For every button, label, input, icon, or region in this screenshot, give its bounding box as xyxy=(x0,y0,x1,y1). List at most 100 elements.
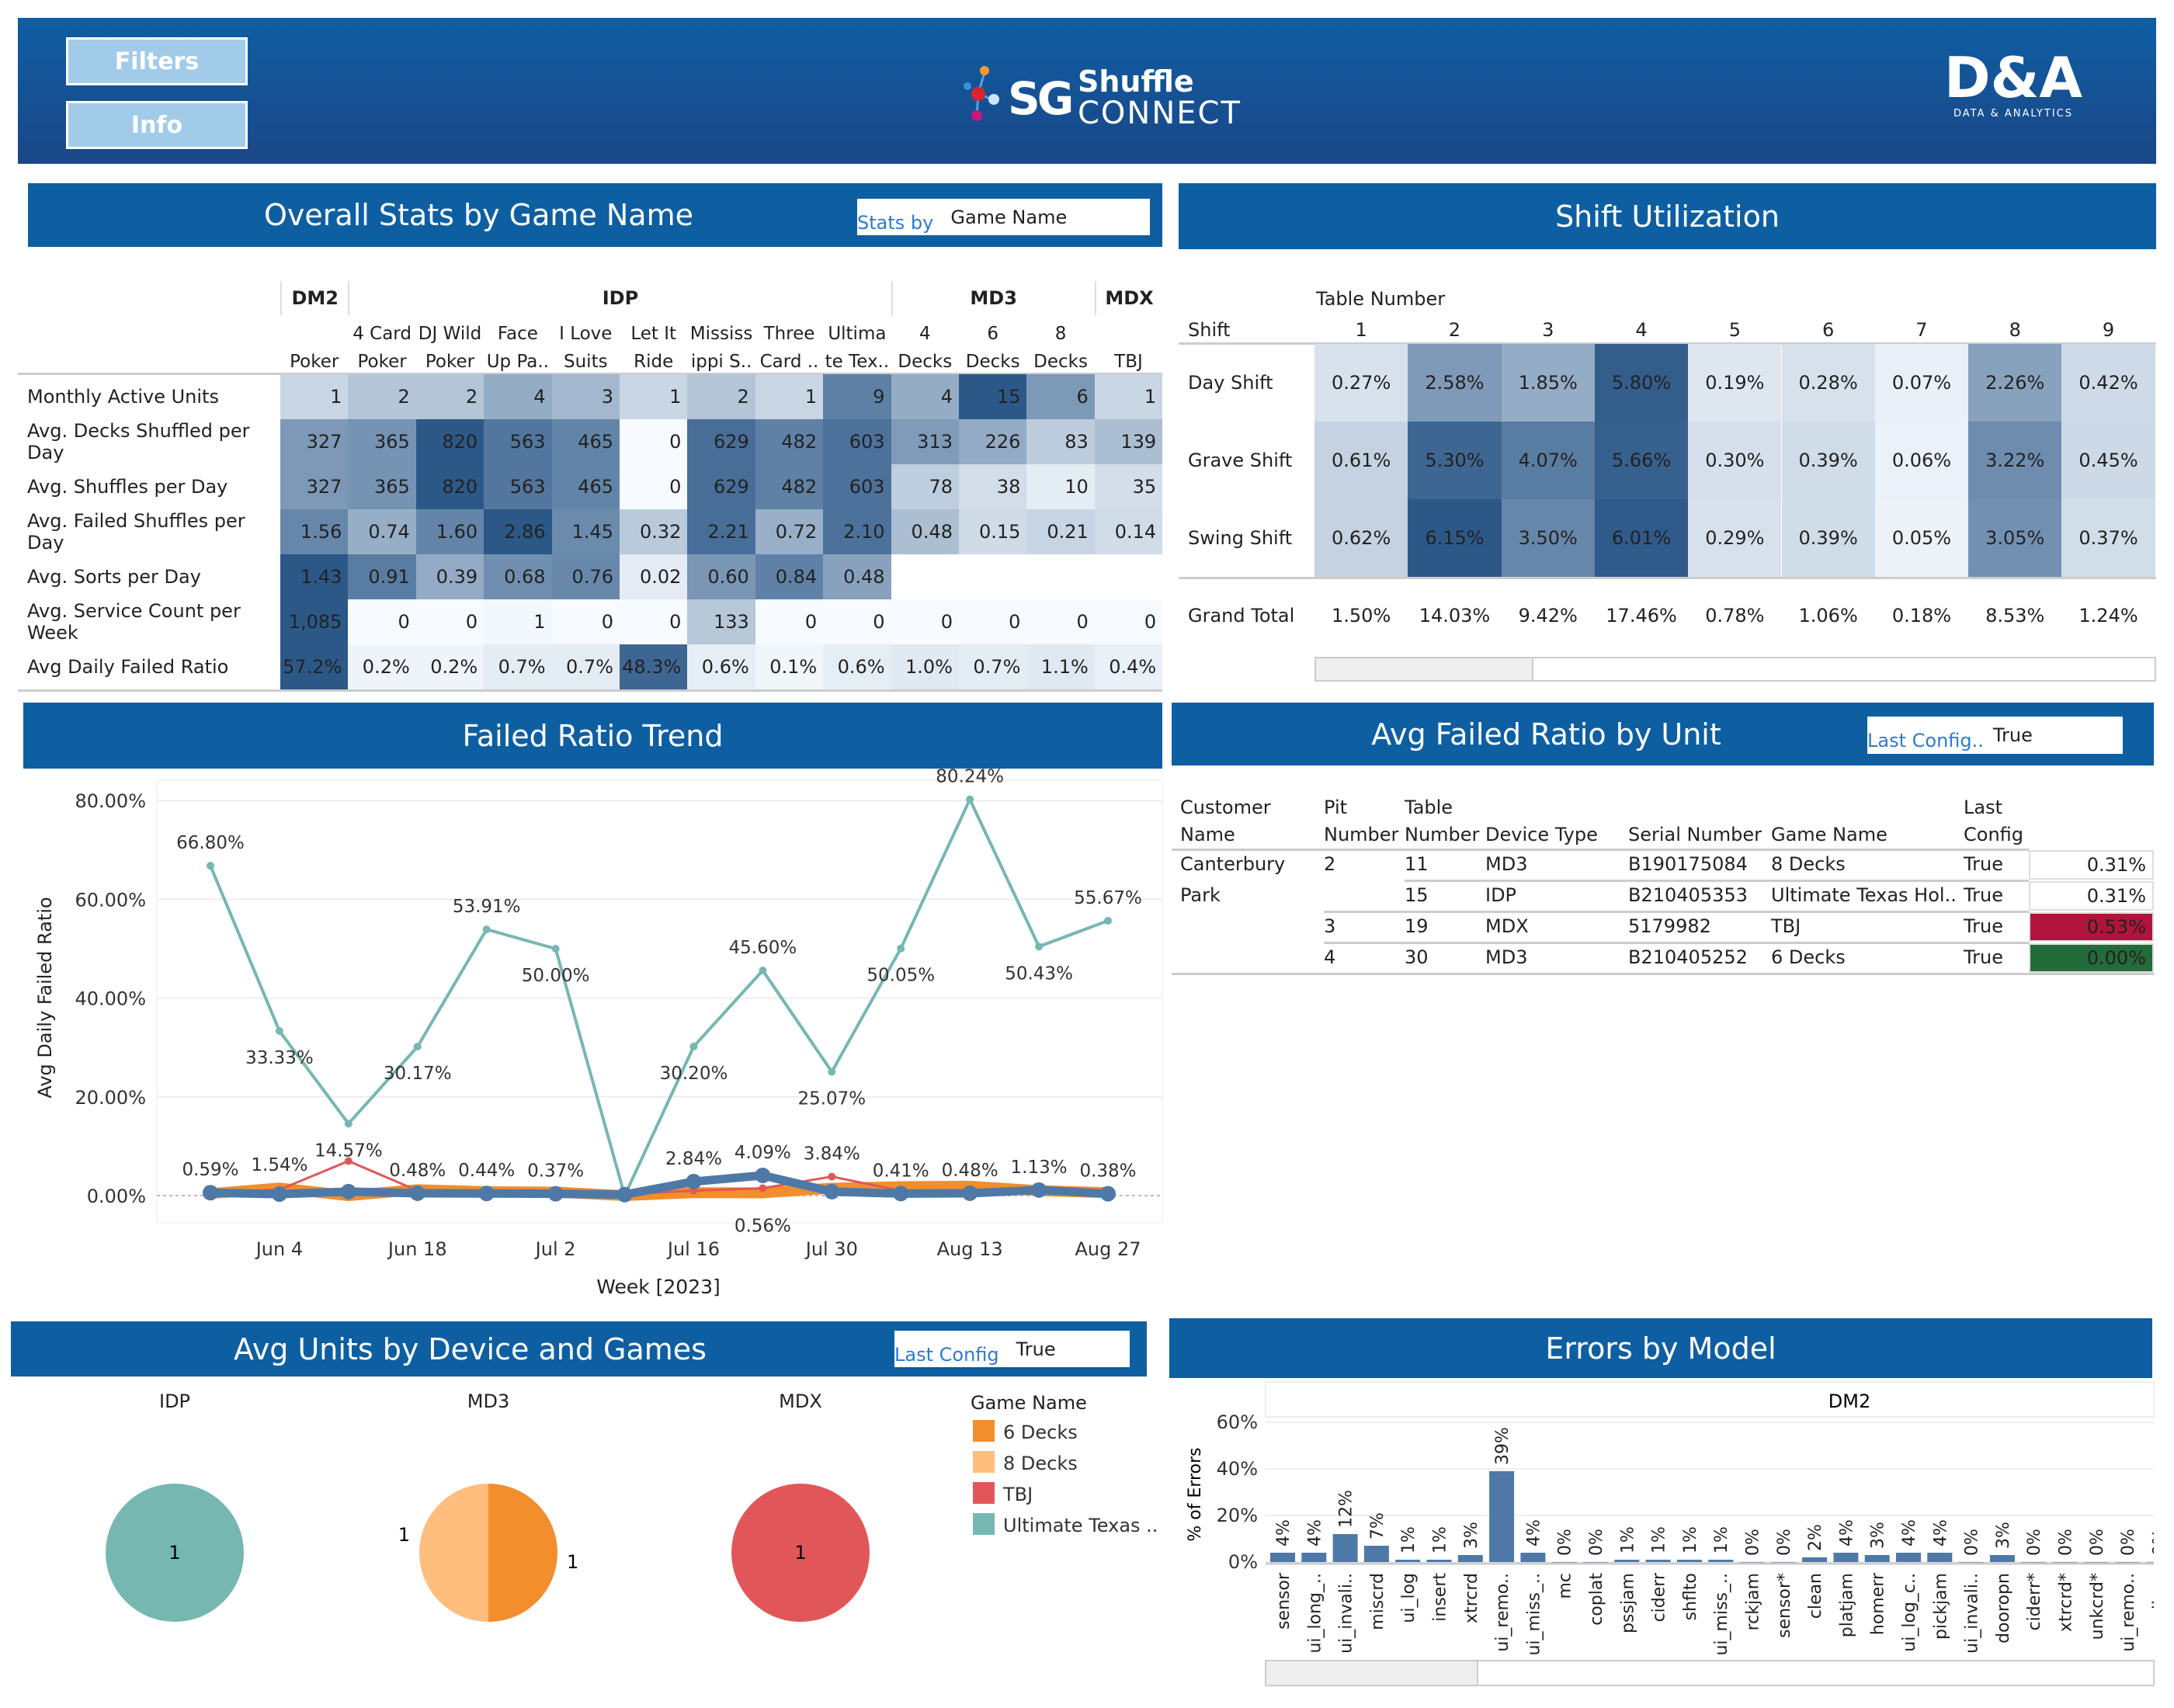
data-label: 1.13% xyxy=(1011,1158,1068,1178)
table-cell: 0.39% xyxy=(1781,422,1875,499)
table-cell: 0.61% xyxy=(1314,422,1408,499)
filters-button[interactable]: Filters xyxy=(66,37,248,85)
data-label: 0.37% xyxy=(527,1161,584,1182)
table-cell xyxy=(1094,554,1163,599)
table-cell: 0.60 xyxy=(687,554,755,599)
data-label: 50.43% xyxy=(1005,963,1073,984)
x-category-label: ui_invali.. xyxy=(1963,1573,1982,1654)
scrollbar-thumb[interactable] xyxy=(1316,658,1533,680)
pie-slice xyxy=(488,1484,557,1622)
bar-value-label: 1% xyxy=(1399,1526,1419,1554)
table-cell: 0 xyxy=(415,599,484,644)
table-cell: 1 xyxy=(280,374,349,419)
last-config-value-2[interactable]: True xyxy=(1016,1338,1056,1360)
x-category-label: mc xyxy=(1556,1573,1575,1599)
bar-value-label: 1% xyxy=(1431,1526,1450,1554)
pie-title: IDP xyxy=(159,1390,190,1412)
data-point xyxy=(409,1185,425,1201)
pie-label: 1 xyxy=(794,1542,806,1564)
table-cell: 0.4% xyxy=(1094,644,1163,689)
x-category-label: ciderr xyxy=(1650,1572,1669,1622)
data-point xyxy=(344,1157,352,1165)
column-header-line2: TBJ xyxy=(1114,352,1143,372)
data-label: 80.24% xyxy=(936,769,1004,787)
last-config-filter-2[interactable]: Last Config True xyxy=(894,1331,1130,1367)
pie-label: 1 xyxy=(168,1542,180,1564)
data-point xyxy=(689,1042,698,1050)
shift-horizontal-scrollbar[interactable] xyxy=(1314,657,2156,682)
bar-value-label: 4% xyxy=(1274,1519,1294,1547)
table-cell: 3 xyxy=(1324,915,1336,937)
data-point xyxy=(755,1167,771,1183)
sg-logo-mark: SG xyxy=(1008,72,1074,125)
grand-total-cell: 17.46% xyxy=(1606,605,1677,627)
row-label: Avg Daily Failed Ratio xyxy=(27,656,229,678)
column-group-header: IDP xyxy=(348,281,891,315)
data-point xyxy=(616,1186,633,1203)
data-label: 3.84% xyxy=(804,1144,860,1165)
table-cell: True xyxy=(1964,884,2003,906)
failed-ratio-trend-title-bar: Failed Ratio Trend xyxy=(23,703,1162,769)
stats-by-value[interactable]: Game Name xyxy=(950,206,1068,228)
data-point xyxy=(340,1183,356,1199)
bar-value-label: 1% xyxy=(1681,1526,1700,1554)
table-cell: 0.15 xyxy=(959,509,1027,554)
table-cell: 6.15% xyxy=(1408,499,1502,577)
column-group-header: MD3 xyxy=(891,281,1095,315)
data-label: 0.59% xyxy=(182,1160,238,1180)
table-cell: 0.06% xyxy=(1874,422,1969,499)
table-cell: 0 xyxy=(1026,599,1095,644)
x-category-label: xtrcrd* xyxy=(2057,1573,2076,1632)
y-tick-label: 80.00% xyxy=(75,790,146,812)
data-point xyxy=(547,1186,564,1202)
column-header: 3 xyxy=(1542,319,1554,341)
column-header-line2: Number xyxy=(1324,824,1399,845)
table-cell: 2 xyxy=(1324,853,1336,875)
column-header-line1: 4 xyxy=(919,324,931,344)
bar-value-label: 0% xyxy=(1744,1529,1763,1556)
last-config-value[interactable]: True xyxy=(1992,724,2033,746)
data-point xyxy=(551,945,560,953)
table-cell: 1.60 xyxy=(415,509,484,554)
bar-value-label: 7% xyxy=(1368,1512,1387,1540)
table-cell: 0.14 xyxy=(1094,509,1163,554)
table-cell: 629 xyxy=(687,464,755,509)
x-category-label: platjam xyxy=(1837,1573,1856,1637)
data-point xyxy=(482,925,491,934)
bar xyxy=(1989,1555,2015,1562)
column-header-line2: Decks xyxy=(965,352,1020,372)
table-cell: 465 xyxy=(551,419,620,464)
data-point xyxy=(344,1120,352,1128)
legend-item: Ultimate Texas .. xyxy=(1003,1515,1158,1536)
bar-value-label: 1% xyxy=(1712,1526,1731,1554)
x-category-label: sensor* xyxy=(1775,1573,1794,1638)
legend-title: Game Name xyxy=(971,1392,1087,1414)
table-cell: B190175084 xyxy=(1628,853,1748,875)
y-tick-label: 20.00% xyxy=(75,1087,146,1109)
column-header-line1: Pit xyxy=(1324,797,1348,818)
bar-value-label: 4% xyxy=(1837,1519,1856,1547)
table-cell: 0.2% xyxy=(415,644,484,689)
row-label: Avg. Service Count per Week xyxy=(27,600,241,644)
last-config-filter[interactable]: Last Config.. True xyxy=(1867,717,2123,754)
table-cell: 0 xyxy=(551,599,620,644)
errors-by-model-chart: DM2 0% 20% 40% 60% % of Errors 4% sensor 4% ui_lo… xyxy=(1186,1381,2155,1686)
table-cell: 0.7% xyxy=(484,644,552,689)
bar xyxy=(1457,1555,1483,1562)
info-button[interactable]: Info xyxy=(66,101,248,149)
stats-by-filter[interactable]: Stats by Game Name xyxy=(857,199,1150,235)
column-header-line2: te Tex.. xyxy=(825,352,890,372)
last-config-label: Last Config.. xyxy=(1867,730,1984,752)
data-point xyxy=(966,795,974,804)
data-label: 45.60% xyxy=(729,938,797,958)
table-cell: 4.07% xyxy=(1501,422,1595,499)
grand-total-cell: 1.50% xyxy=(1332,605,1391,627)
table-cell: 2.26% xyxy=(1968,344,2062,422)
pie-label: 1 xyxy=(567,1551,578,1573)
scrollbar-thumb[interactable] xyxy=(1265,1660,1478,1686)
column-header-line2: ippi S.. xyxy=(690,352,752,372)
table-cell: 1.45 xyxy=(551,509,620,554)
x-category-label: ui_invali.. xyxy=(1337,1573,1356,1654)
bar-value-label: 0% xyxy=(1963,1529,1982,1556)
x-category-label: unkcrd* xyxy=(2088,1573,2107,1640)
